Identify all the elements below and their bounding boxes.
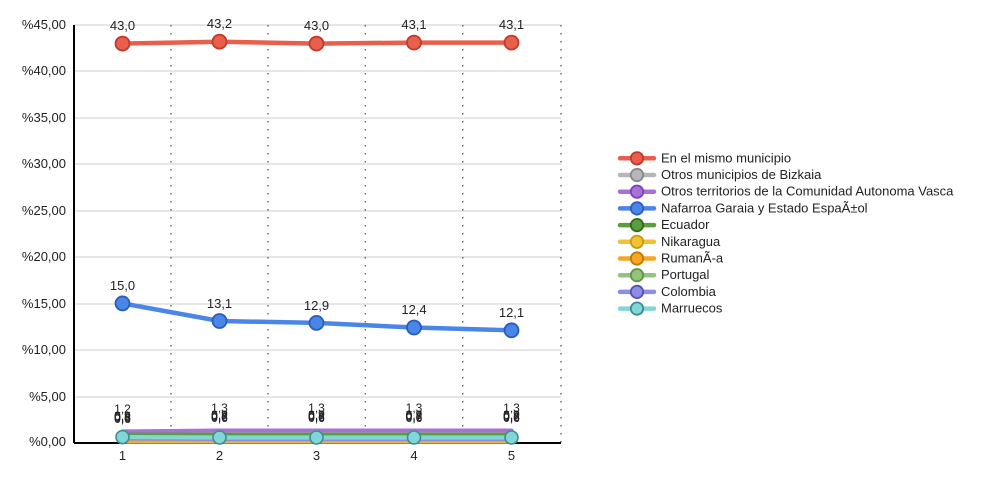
svg-text:Nikaragua: Nikaragua — [661, 234, 721, 249]
svg-text:12,4: 12,4 — [401, 302, 426, 317]
svg-text:43,1: 43,1 — [401, 17, 426, 32]
svg-text:0,6: 0,6 — [211, 411, 228, 425]
svg-text:Otros municipios de Bizkaia: Otros municipios de Bizkaia — [661, 167, 822, 182]
svg-text:%0,00: %0,00 — [29, 434, 66, 449]
svg-text:%30,00: %30,00 — [22, 156, 66, 171]
svg-text:%15,00: %15,00 — [22, 296, 66, 311]
svg-text:0,6: 0,6 — [114, 412, 131, 426]
svg-text:43,0: 43,0 — [110, 18, 135, 33]
svg-text:Ecuador: Ecuador — [661, 217, 710, 232]
svg-text:0,6: 0,6 — [406, 411, 423, 425]
svg-text:Colombia: Colombia — [661, 284, 717, 299]
svg-text:%35,00: %35,00 — [22, 110, 66, 125]
svg-text:4: 4 — [410, 448, 417, 463]
svg-text:%10,00: %10,00 — [22, 342, 66, 357]
svg-text:12,1: 12,1 — [499, 305, 524, 320]
svg-text:5: 5 — [508, 448, 515, 463]
svg-text:12,9: 12,9 — [304, 298, 329, 313]
svg-text:%45,00: %45,00 — [22, 17, 66, 32]
svg-text:Portugal: Portugal — [661, 267, 710, 282]
svg-text:Nafarroa Garaia y Estado EspaÃ: Nafarroa Garaia y Estado EspaÃ±ol — [661, 200, 868, 215]
svg-text:15,0: 15,0 — [110, 278, 135, 293]
svg-text:0,6: 0,6 — [503, 411, 520, 425]
svg-text:13,1: 13,1 — [207, 296, 232, 311]
svg-text:43,0: 43,0 — [304, 18, 329, 33]
svg-text:3: 3 — [313, 448, 320, 463]
svg-text:Marruecos: Marruecos — [661, 301, 723, 316]
svg-text:43,2: 43,2 — [207, 16, 232, 31]
svg-text:1: 1 — [119, 448, 126, 463]
svg-text:43,1: 43,1 — [499, 17, 524, 32]
svg-text:%40,00: %40,00 — [22, 63, 66, 78]
svg-text:2: 2 — [216, 448, 223, 463]
svg-text:%5,00: %5,00 — [29, 389, 66, 404]
svg-text:%25,00: %25,00 — [22, 203, 66, 218]
svg-text:En el mismo municipio: En el mismo municipio — [661, 150, 791, 165]
svg-text:%20,00: %20,00 — [22, 249, 66, 264]
svg-text:RumanÃ-a: RumanÃ-a — [661, 251, 724, 266]
svg-text:0,6: 0,6 — [308, 411, 325, 425]
svg-text:Otros territorios de la Comuni: Otros territorios de la Comunidad Autono… — [661, 184, 954, 199]
